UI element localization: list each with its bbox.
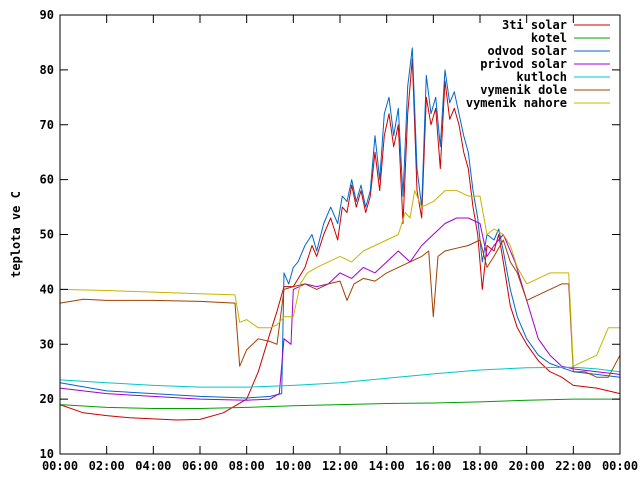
- y-tick-label: 90: [40, 8, 54, 22]
- legend-label: privod solar: [480, 57, 567, 71]
- legend-label: kutloch: [516, 70, 567, 84]
- ticks-layer: 10 20 30 40 50 60 70 80 90 00:00 02:00 04:00 06:00 08…: [40, 8, 639, 473]
- x-tick-label: 14:00: [369, 459, 405, 473]
- series-line-0: [59, 58, 621, 421]
- y-tick-label: 60: [40, 173, 54, 187]
- x-tick-label: 00:00: [42, 459, 78, 473]
- series-line-6: [59, 190, 620, 367]
- y-tick-label: 80: [40, 63, 54, 77]
- x-tick-label: 22:00: [555, 459, 591, 473]
- y-tick-label: 70: [40, 118, 54, 132]
- y-tick-label: 50: [40, 228, 54, 242]
- series-layer: [59, 47, 621, 421]
- x-tick-label: 20:00: [509, 459, 545, 473]
- y-tick-label: 20: [40, 392, 54, 406]
- series-line-5: [59, 239, 621, 378]
- series-line-3: [59, 217, 621, 401]
- legend-label: kotel: [531, 31, 567, 45]
- y-tick-label: 30: [40, 337, 54, 351]
- x-tick-label: 12:00: [322, 459, 358, 473]
- x-tick-label: 04:00: [135, 459, 171, 473]
- x-tick-label: 06:00: [182, 459, 218, 473]
- x-tick-label: 02:00: [89, 459, 125, 473]
- x-tick-label: 00:00: [602, 459, 638, 473]
- y-tick-label: 10: [40, 447, 54, 461]
- legend-label: vymenik nahore: [466, 96, 567, 110]
- x-tick-label: 16:00: [415, 459, 451, 473]
- legend-label: vymenik dole: [480, 83, 567, 97]
- x-tick-label: 08:00: [229, 459, 265, 473]
- series-line-2: [59, 47, 621, 399]
- x-tick-label: 18:00: [462, 459, 498, 473]
- x-tick-label: 10:00: [275, 459, 311, 473]
- y-axis-label: teplota ve C: [9, 191, 23, 278]
- series-line-4: [59, 366, 621, 388]
- legend-label: odvod solar: [488, 44, 567, 58]
- series-line-1: [59, 398, 620, 409]
- legend-label: 3ti solar: [502, 18, 567, 32]
- y-tick-label: 40: [40, 282, 54, 296]
